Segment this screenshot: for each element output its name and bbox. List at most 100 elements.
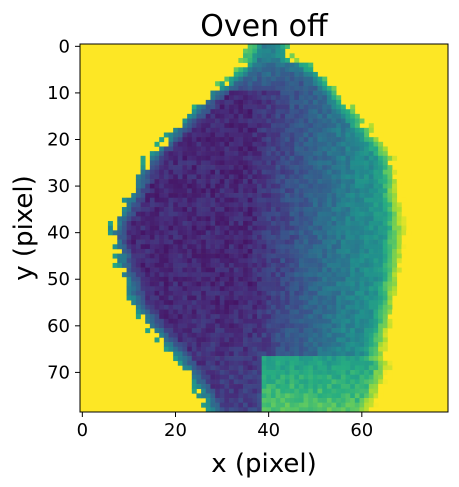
- heatmap-cell: [247, 234, 253, 240]
- heatmap-cell: [219, 221, 225, 226]
- heatmap-cell: [238, 207, 244, 212]
- heatmap-cell: [275, 127, 281, 133]
- heatmap-cell: [135, 286, 141, 292]
- heatmap-cell: [312, 71, 318, 77]
- heatmap-cell: [215, 202, 221, 208]
- heatmap-cell: [191, 179, 197, 185]
- heatmap-cell: [378, 211, 384, 217]
- heatmap-cell: [331, 197, 337, 203]
- heatmap-cell: [154, 262, 160, 268]
- heatmap-cell: [364, 197, 370, 203]
- heatmap-cell: [340, 211, 346, 217]
- heatmap-cell: [373, 318, 379, 324]
- heatmap-cell: [168, 234, 174, 240]
- heatmap-cell: [331, 211, 337, 217]
- heatmap-cell: [368, 384, 374, 390]
- heatmap-cell: [196, 155, 202, 161]
- heatmap-cell: [238, 188, 244, 194]
- heatmap-cell: [233, 109, 239, 115]
- heatmap-cell: [340, 155, 346, 161]
- heatmap-cell: [261, 300, 267, 306]
- heatmap-cell: [275, 202, 281, 208]
- heatmap-cell: [238, 272, 244, 278]
- heatmap-cell: [275, 398, 281, 403]
- heatmap-cell: [252, 99, 258, 105]
- heatmap-cell: [270, 48, 276, 54]
- heatmap-cell: [317, 169, 323, 175]
- heatmap-cell: [284, 62, 290, 68]
- heatmap-cell: [238, 295, 244, 301]
- heatmap-cell: [140, 216, 146, 222]
- heatmap-cell: [215, 95, 221, 101]
- heatmap-cell: [331, 202, 337, 208]
- heatmap-cell: [331, 272, 337, 278]
- heatmap-cell: [210, 179, 216, 185]
- heatmap-cell: [284, 388, 290, 394]
- heatmap-cell: [149, 234, 155, 240]
- heatmap-cell: [229, 360, 235, 366]
- heatmap-cell: [275, 356, 281, 362]
- heatmap-cell: [257, 104, 262, 110]
- heatmap-cell: [257, 370, 262, 376]
- heatmap-cell: [201, 239, 207, 245]
- heatmap-cell: [378, 160, 384, 166]
- heatmap-cell: [233, 351, 239, 357]
- heatmap-cell: [182, 183, 188, 189]
- heatmap-cell: [126, 197, 132, 203]
- heatmap-cell: [289, 276, 295, 282]
- heatmap-cell: [392, 281, 398, 287]
- heatmap-cell: [322, 216, 328, 222]
- heatmap-cell: [336, 272, 342, 278]
- heatmap-cell: [322, 141, 328, 147]
- heatmap-cell: [196, 370, 202, 376]
- heatmap-cell: [275, 67, 281, 73]
- heatmap-cell: [210, 248, 216, 254]
- heatmap-cell: [350, 365, 356, 371]
- heatmap-cell: [191, 113, 197, 119]
- heatmap-cell: [317, 258, 323, 264]
- heatmap-cell: [336, 300, 342, 306]
- heatmap-cell: [247, 374, 253, 380]
- heatmap-cell: [340, 183, 346, 189]
- heatmap-cell: [201, 221, 207, 226]
- heatmap-cell: [257, 262, 262, 268]
- x-tick-label: 20: [164, 420, 187, 441]
- heatmap-cell: [392, 239, 398, 245]
- heatmap-cell: [368, 183, 374, 189]
- heatmap-cell: [233, 388, 239, 394]
- heatmap-cell: [312, 272, 318, 278]
- heatmap-cell: [261, 197, 267, 203]
- heatmap-cell: [354, 346, 360, 352]
- heatmap-cell: [284, 342, 290, 348]
- heatmap-cell: [168, 346, 174, 352]
- heatmap-cell: [182, 174, 188, 180]
- heatmap-cell: [373, 202, 379, 208]
- heatmap-cell: [205, 197, 211, 203]
- heatmap-cell: [196, 165, 202, 171]
- heatmap-cell: [382, 332, 388, 338]
- heatmap-cell: [233, 248, 239, 254]
- heatmap-cell: [182, 328, 188, 334]
- heatmap-cell: [243, 393, 248, 399]
- heatmap-cell: [322, 370, 328, 376]
- heatmap-cell: [163, 337, 169, 343]
- heatmap-cell: [308, 328, 314, 334]
- heatmap-cell: [182, 151, 188, 157]
- heatmap-cell: [382, 342, 388, 348]
- heatmap-cell: [345, 272, 351, 278]
- heatmap-cell: [205, 141, 211, 147]
- heatmap-cell: [382, 286, 388, 292]
- heatmap-cell: [159, 155, 165, 161]
- heatmap-cell: [196, 151, 202, 157]
- heatmap-cell: [168, 267, 174, 273]
- heatmap-cell: [317, 123, 323, 129]
- heatmap-cell: [350, 118, 356, 124]
- heatmap-cell: [243, 216, 248, 222]
- heatmap-cell: [243, 346, 248, 352]
- heatmap-cell: [359, 169, 365, 175]
- heatmap-cell: [294, 267, 300, 273]
- heatmap-cell: [233, 155, 239, 161]
- heatmap-cell: [368, 239, 374, 245]
- heatmap-cell: [298, 109, 304, 115]
- heatmap-cell: [266, 85, 272, 91]
